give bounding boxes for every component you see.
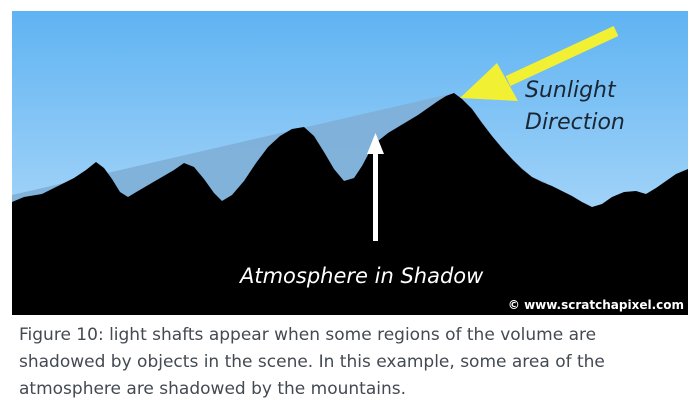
sunlight-label-line1: Sunlight [525,78,617,103]
shadow-label: Atmosphere in Shadow [238,264,484,288]
figure-caption: Figure 10: light shafts appear when some… [19,325,605,399]
sunlight-label-line2: Direction [525,110,625,135]
figure-svg: Sunlight Direction Atmosphere in Shadow … [12,11,688,315]
sunlight-arrow-icon [460,26,619,101]
figure-illustration: Sunlight Direction Atmosphere in Shadow … [12,11,688,315]
credit-text: © www.scratchapixel.com [508,298,684,312]
shadow-arrow-icon [367,133,384,241]
mountain-silhouette [12,93,688,315]
